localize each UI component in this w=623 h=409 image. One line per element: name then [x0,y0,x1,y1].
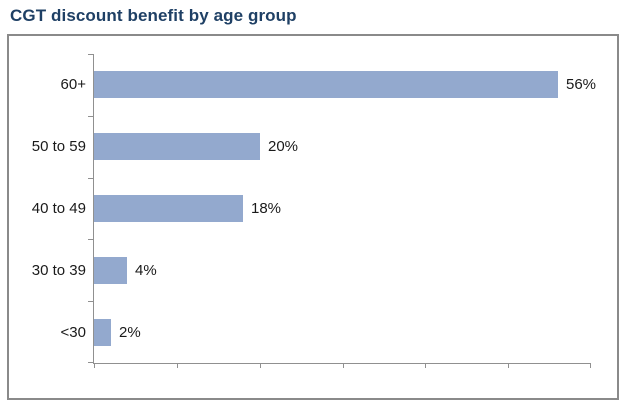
category-label: 40 to 49 [31,200,86,217]
y-axis-tick [88,301,93,302]
x-axis-tick [425,363,426,368]
y-axis-tick [88,116,93,117]
category-label: 50 to 59 [31,138,86,155]
y-axis-tick [88,54,93,55]
value-label: 56% [566,76,597,93]
category-label: 30 to 39 [31,262,86,279]
x-axis-tick [343,363,344,368]
x-axis-tick [177,363,178,368]
bar [94,319,111,346]
category-label: 60+ [60,76,86,93]
bar [94,133,260,160]
y-axis-tick [88,362,93,363]
x-axis-tick [508,363,509,368]
x-axis-tick [94,363,95,368]
x-axis-tick [590,363,591,368]
chart-frame: 60+ 56% 50 to 59 20% 40 to 49 18% 30 to 39 4% <3… [7,34,619,400]
category-label: <30 [60,324,86,341]
bar [94,71,558,98]
bar [94,257,127,284]
value-label: 20% [268,138,299,155]
plot-area: 60+ 56% 50 to 59 20% 40 to 49 18% 30 to 39 4% <3… [32,54,596,368]
y-axis-tick [88,239,93,240]
x-axis-tick [260,363,261,368]
value-label: 4% [135,262,157,279]
value-label: 2% [119,324,141,341]
bar [94,195,243,222]
chart-title: CGT discount benefit by age group [10,6,297,25]
value-label: 18% [251,200,282,217]
y-axis-tick [88,178,93,179]
